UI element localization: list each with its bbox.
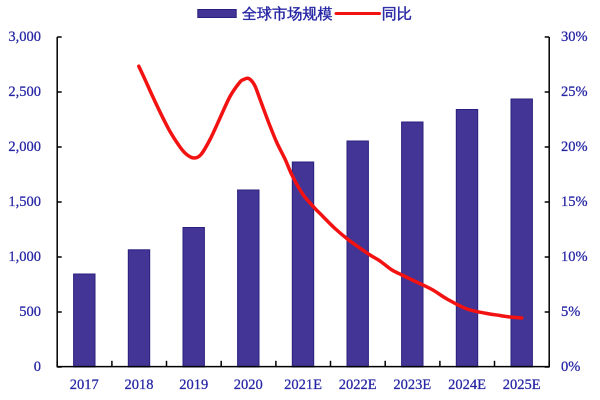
svg-text:2022E: 2022E [339, 377, 377, 393]
svg-text:20%: 20% [561, 139, 588, 155]
svg-text:30%: 30% [561, 29, 588, 45]
svg-text:2019: 2019 [179, 377, 208, 393]
svg-text:500: 500 [19, 304, 41, 320]
svg-text:2018: 2018 [125, 377, 154, 393]
svg-text:1,000: 1,000 [8, 249, 41, 265]
svg-text:2021E: 2021E [284, 377, 322, 393]
svg-text:2017: 2017 [70, 377, 99, 393]
svg-text:3,000: 3,000 [8, 29, 41, 45]
svg-text:2023E: 2023E [393, 377, 431, 393]
svg-text:25%: 25% [561, 84, 588, 100]
svg-text:1,500: 1,500 [8, 194, 41, 210]
svg-text:10%: 10% [561, 249, 588, 265]
svg-text:0: 0 [34, 359, 41, 375]
svg-text:2,000: 2,000 [8, 139, 41, 155]
svg-text:15%: 15% [561, 194, 588, 210]
svg-text:2025E: 2025E [503, 377, 541, 393]
svg-text:5%: 5% [561, 304, 580, 320]
svg-text:0%: 0% [561, 359, 580, 375]
svg-text:2024E: 2024E [448, 377, 486, 393]
svg-text:2020: 2020 [234, 377, 263, 393]
svg-text:2,500: 2,500 [8, 84, 41, 100]
